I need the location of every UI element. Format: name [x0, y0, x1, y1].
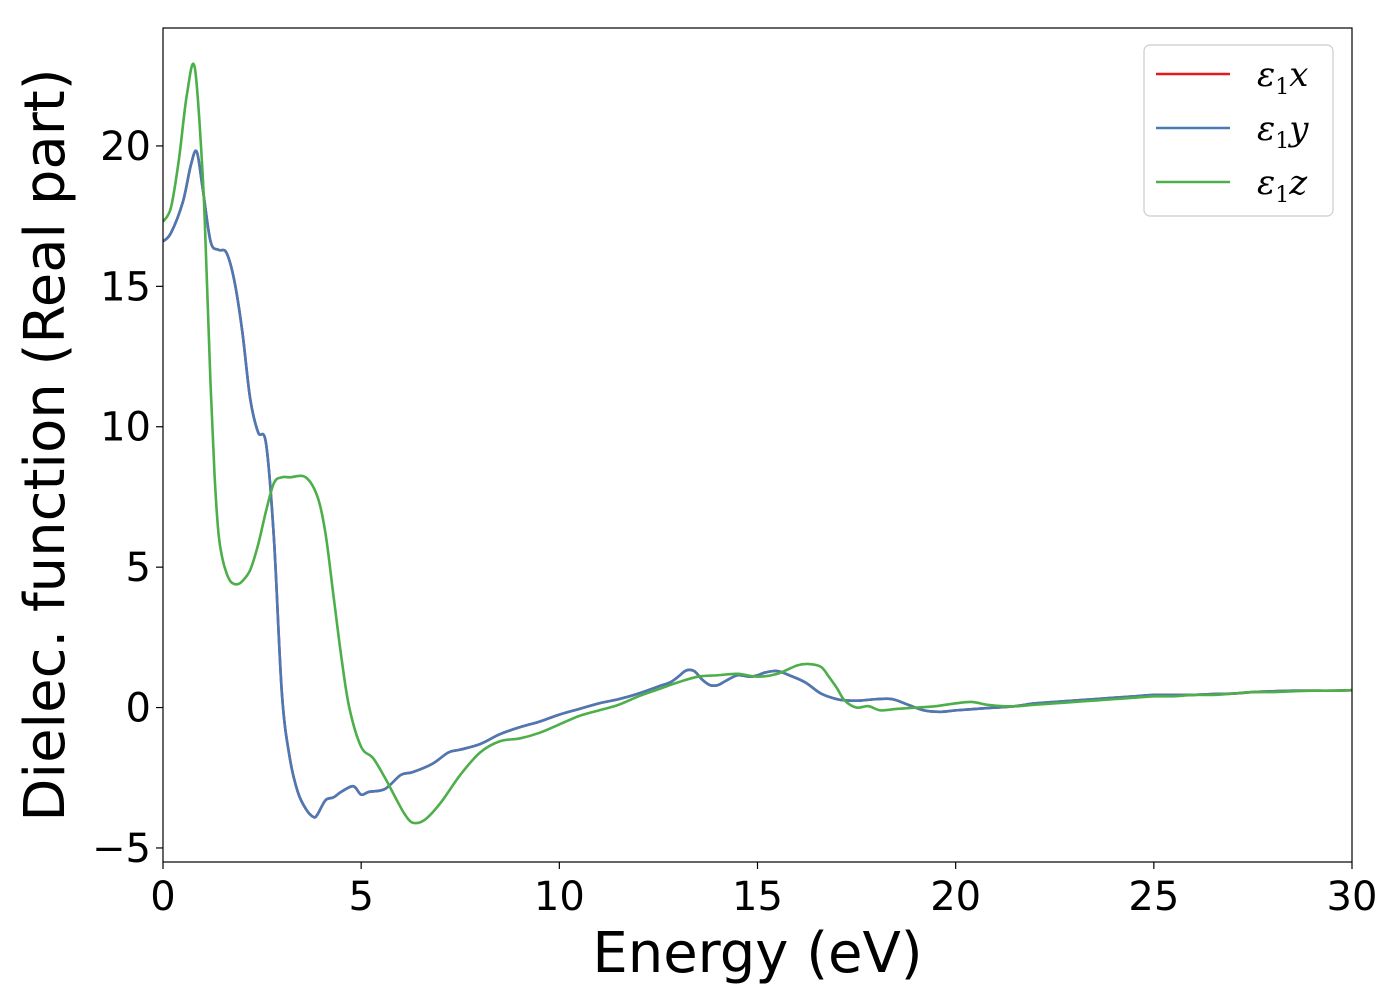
legend-subscript: 1 [1275, 129, 1289, 154]
series-line-eps1x [163, 149, 1352, 819]
x-axis: 0 5 10 15 20 25 30 [150, 862, 1377, 920]
legend-entry-eps1y: ε1y [1156, 109, 1309, 154]
series-group [163, 62, 1352, 825]
series-line-eps1y [163, 149, 1352, 819]
x-tick-label: 0 [150, 874, 175, 920]
x-tick-label: 30 [1327, 874, 1378, 920]
x-tick-label: 15 [732, 874, 783, 920]
legend-symbol: ε [1257, 163, 1275, 203]
legend-entry-eps1z: ε1z [1156, 163, 1308, 208]
legend-box [1143, 44, 1334, 217]
legend-variable: x [1289, 55, 1308, 95]
y-axis-label: Dielec. function (Real part) [13, 68, 78, 821]
legend-variable: y [1287, 109, 1309, 149]
legend-symbol: ε [1257, 55, 1275, 95]
y-tick-label: −5 [92, 826, 151, 872]
y-tick-label: 10 [100, 405, 151, 451]
y-tick-label: 5 [126, 545, 151, 591]
legend-variable: z [1288, 163, 1308, 203]
legend-label: ε1x [1257, 55, 1308, 100]
series-line-eps1z [163, 62, 1352, 825]
legend-subscript: 1 [1275, 75, 1289, 100]
y-tick-label: 0 [126, 686, 151, 732]
legend-entry-eps1x: ε1x [1156, 55, 1308, 100]
x-tick-label: 20 [930, 874, 981, 920]
legend-subscript: 1 [1275, 183, 1289, 208]
x-tick-label: 25 [1128, 874, 1179, 920]
y-tick-label: 15 [100, 264, 151, 310]
x-axis-label: Energy (eV) [592, 921, 922, 986]
legend-label: ε1z [1257, 163, 1308, 208]
y-tick-label: 20 [100, 124, 151, 170]
x-tick-label: 5 [348, 874, 373, 920]
legend-symbol: ε [1257, 109, 1275, 149]
x-tick-label: 10 [534, 874, 585, 920]
legend-label: ε1y [1257, 109, 1309, 154]
y-axis: −5 0 5 10 15 20 [92, 124, 163, 872]
